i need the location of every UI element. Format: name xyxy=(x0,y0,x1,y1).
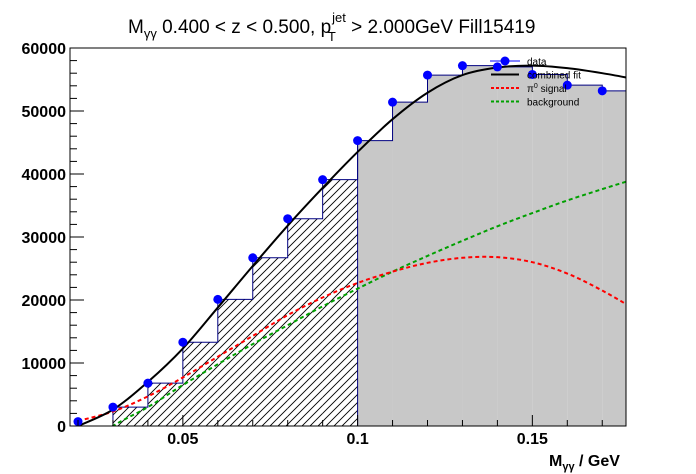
x-tick-label: 0.1 xyxy=(346,431,368,448)
y-tick-label: 0 xyxy=(57,419,66,436)
legend-label: combined fit xyxy=(527,71,581,82)
data-point xyxy=(423,70,432,80)
sideband-bin xyxy=(322,179,358,426)
data-point xyxy=(457,61,467,71)
data-point xyxy=(143,378,153,388)
legend-swatch-data-marker xyxy=(500,56,510,66)
data-point xyxy=(213,294,223,304)
data-point xyxy=(108,402,118,412)
signal-window-bin xyxy=(637,100,672,426)
sideband-bin xyxy=(182,342,218,426)
y-tick-label: 20000 xyxy=(22,293,67,310)
signal-window-bin xyxy=(427,75,463,426)
data-point xyxy=(388,97,398,107)
data-point xyxy=(283,214,293,224)
signal-window-bin xyxy=(602,90,626,426)
data-point xyxy=(178,337,188,347)
sideband-bin xyxy=(287,218,323,426)
background-curve xyxy=(111,180,626,426)
data-point xyxy=(353,136,363,146)
signal-window-bin xyxy=(357,140,393,426)
data-point xyxy=(527,69,537,79)
signal-curve xyxy=(77,255,626,422)
data-point xyxy=(668,96,677,105)
data-point xyxy=(248,253,258,263)
combined-fit-curve xyxy=(77,64,626,426)
legend-label: data xyxy=(527,57,547,68)
data-point xyxy=(597,86,607,96)
histogram-outline xyxy=(112,65,626,426)
signal-window-bin xyxy=(672,101,696,426)
x-tick-label: 0.15 xyxy=(517,431,548,448)
x-tick-label: 0.05 xyxy=(167,431,198,448)
legend-label: π0 signal xyxy=(527,83,567,95)
sideband-bin xyxy=(147,383,183,426)
y-tick-label: 60000 xyxy=(22,41,67,58)
data-point xyxy=(318,175,328,185)
signal-window-bin xyxy=(462,65,498,426)
legend-label: background xyxy=(527,98,579,109)
data-point xyxy=(492,62,502,72)
signal-window-bin xyxy=(497,66,533,426)
sideband-bin xyxy=(217,299,253,426)
signal-window-bin xyxy=(567,85,603,426)
x-axis-title: Mγγ / GeV xyxy=(549,453,620,473)
y-tick-label: 30000 xyxy=(22,230,67,247)
data-point xyxy=(633,95,642,104)
data-point xyxy=(562,80,572,90)
y-tick-label: 50000 xyxy=(22,104,67,121)
y-tick-label: 10000 xyxy=(22,356,67,373)
chart-title: Mγγ 0.400 < z < 0.500, pjet T > 2.000GeV … xyxy=(128,10,535,44)
signal-window-bin xyxy=(532,74,568,426)
sideband-bin xyxy=(112,407,148,426)
y-tick-label: 40000 xyxy=(22,167,67,184)
